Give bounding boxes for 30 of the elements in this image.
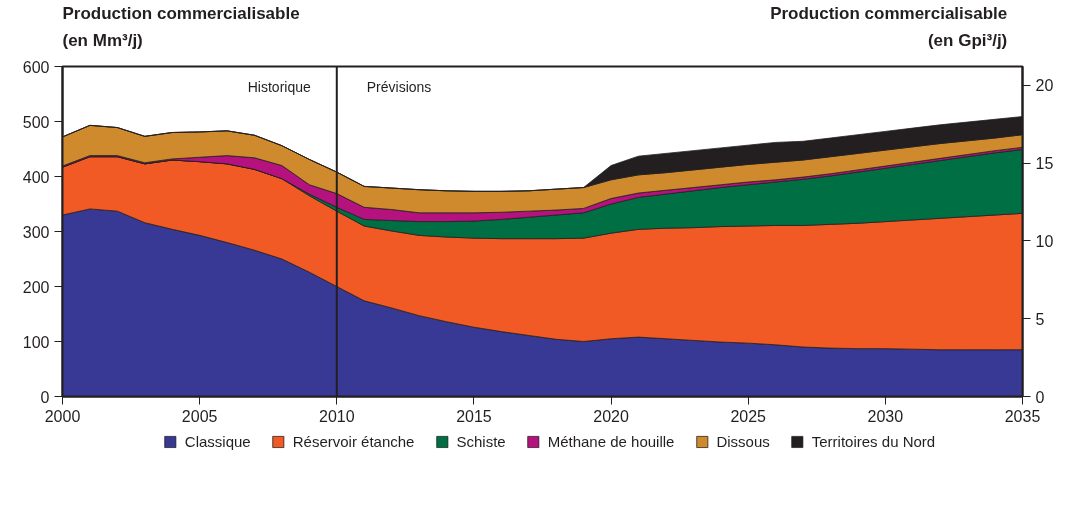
legend-label: Classique — [184, 432, 251, 450]
y-tick-label: 400 — [22, 168, 50, 186]
y2-tick-label: 0 — [1035, 388, 1045, 406]
x-tick-label: 2015 — [456, 407, 492, 425]
y2-tick-label: 10 — [1035, 232, 1054, 250]
x-tick-label: 2020 — [593, 407, 629, 425]
legend-label: Schiste — [456, 432, 506, 450]
x-tick-label: 2000 — [44, 407, 81, 425]
x-tick-label: 2035 — [1004, 407, 1041, 425]
y-axis-title: Production commercialisable (en Mm³/j) — [62, 3, 300, 50]
x-tick-label: 2030 — [867, 407, 904, 425]
y2-axis-title: Production commercialisable (en Gpi³/j) — [770, 3, 1008, 50]
y2-tick-label: 5 — [1035, 310, 1045, 328]
y-tick-label: 0 — [40, 388, 50, 406]
y2-tick-label: 15 — [1035, 155, 1054, 173]
y-tick-label: 300 — [22, 223, 50, 241]
x-tick-label: 2005 — [181, 407, 218, 425]
legend-label: Territoires du Nord — [811, 432, 936, 450]
annotation: Prévisions — [366, 78, 432, 95]
annotation: Historique — [247, 78, 311, 95]
y-tick-label: 600 — [22, 58, 50, 76]
x-tick-label: 2010 — [318, 407, 355, 425]
y-tick-label: 500 — [22, 113, 50, 131]
y-tick-label: 100 — [22, 333, 50, 351]
legend-label: Réservoir étanche — [292, 432, 415, 450]
legend-label: Méthane de houille — [547, 432, 675, 450]
legend-label: Dissous — [716, 432, 770, 450]
y2-tick-label: 20 — [1035, 77, 1054, 95]
y-tick-label: 200 — [22, 278, 50, 296]
x-tick-label: 2025 — [730, 407, 767, 425]
